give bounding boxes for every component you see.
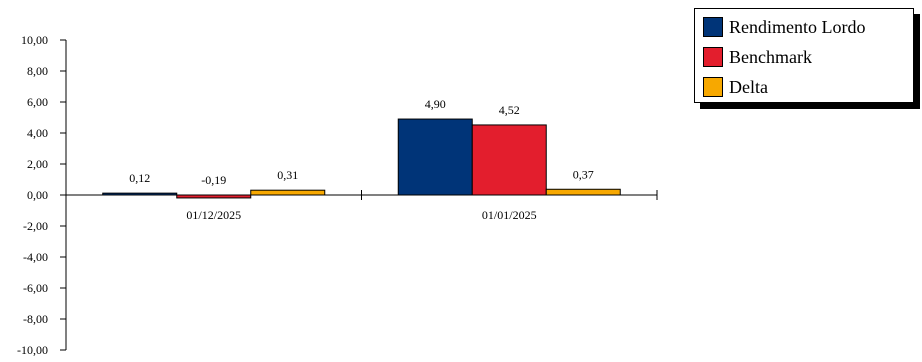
- legend-label: Rendimento Lordo: [729, 17, 865, 38]
- bar-delta: [251, 190, 325, 195]
- bars: [103, 119, 621, 198]
- legend-label: Benchmark: [729, 47, 812, 68]
- legend: Rendimento Lordo Benchmark Delta: [694, 8, 914, 103]
- y-tick-label: -8,00: [23, 312, 48, 326]
- data-label: 0,12: [129, 171, 150, 185]
- legend-swatch-benchmark: [703, 47, 723, 67]
- y-tick-label: 8,00: [27, 64, 48, 78]
- y-tick-label: -6,00: [23, 281, 48, 295]
- y-tick-label: 4,00: [27, 126, 48, 140]
- y-tick-label: -4,00: [23, 250, 48, 264]
- bar-benchmark: [177, 195, 251, 198]
- data-label: 0,31: [277, 168, 298, 182]
- data-label: 4,52: [499, 103, 520, 117]
- bar-rendimento-lordo: [103, 193, 177, 195]
- legend-item-benchmark: Benchmark: [703, 45, 812, 69]
- data-label: -0,19: [201, 173, 226, 187]
- y-tick-label: 10,00: [21, 33, 48, 47]
- legend-label: Delta: [729, 77, 768, 98]
- x-category-label: 01/12/2025: [186, 208, 241, 222]
- legend-swatch-delta: [703, 77, 723, 97]
- y-axis: 10,00 8,00 6,00 4,00 2,00 0,00 -2,00 -4,00 -6,00…: [17, 33, 66, 357]
- y-tick-label: 6,00: [27, 95, 48, 109]
- x-category-label: 01/01/2025: [482, 208, 537, 222]
- y-tick-label: -2,00: [23, 219, 48, 233]
- y-tick-label: -10,00: [17, 343, 48, 357]
- legend-item-delta: Delta: [703, 75, 768, 99]
- bar-rendimento-lordo: [398, 119, 472, 195]
- y-tick-label: 0,00: [27, 188, 48, 202]
- legend-item-rendimento-lordo: Rendimento Lordo: [703, 15, 865, 39]
- bar-benchmark: [472, 125, 546, 195]
- data-label: 4,90: [425, 97, 446, 111]
- bar-delta: [546, 189, 620, 195]
- y-tick-label: 2,00: [27, 157, 48, 171]
- legend-swatch-rendimento-lordo: [703, 17, 723, 37]
- data-label: 0,37: [573, 167, 594, 181]
